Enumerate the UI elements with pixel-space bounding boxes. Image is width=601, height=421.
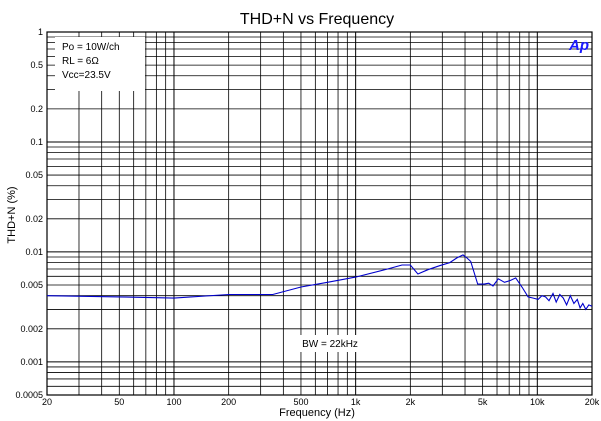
x-tick-label: 10k: [530, 397, 545, 407]
x-tick-label: 50: [114, 397, 124, 407]
data-point: [417, 273, 418, 274]
data-point: [498, 278, 499, 279]
data-point: [46, 295, 47, 296]
data-point: [410, 264, 411, 265]
chart-title: THD+N vs Frequency: [240, 11, 394, 28]
data-point: [504, 282, 505, 283]
x-tick-label: 2k: [406, 397, 416, 407]
y-tick-label: 0.05: [25, 170, 43, 180]
data-point: [477, 283, 478, 284]
data-point: [327, 282, 328, 283]
data-point: [573, 303, 574, 304]
data-point: [439, 265, 440, 266]
condition-supply: Vcc=23.5V: [62, 70, 111, 81]
y-tick-labels: 1 0.5 0.2 0.1 0.05 0.02 0.01 0.005 0.002 0.001 0.0…: [15, 27, 43, 400]
y-tick-label: 0.01: [25, 247, 43, 257]
data-point: [522, 287, 523, 288]
data-point: [387, 268, 388, 269]
y-tick-label: 0.001: [20, 357, 43, 367]
data-point: [470, 261, 471, 262]
y-tick-label: 0.5: [30, 60, 43, 70]
conditions-box: [55, 37, 145, 91]
data-point: [541, 295, 542, 296]
data-point: [510, 280, 511, 281]
bandwidth-box: [290, 335, 370, 352]
data-point: [401, 264, 402, 265]
y-tick-label: 0.1: [30, 137, 43, 147]
data-point: [515, 277, 516, 278]
data-point: [488, 283, 489, 284]
y-tick-label: 0.0005: [15, 390, 43, 400]
data-point: [484, 283, 485, 284]
ap-logo: Ap: [568, 37, 589, 54]
data-point: [228, 294, 229, 295]
data-point: [466, 257, 467, 258]
x-tick-label: 100: [166, 397, 181, 407]
data-point: [533, 298, 534, 299]
data-point: [456, 257, 457, 258]
data-point: [537, 299, 538, 300]
data-point: [552, 293, 553, 294]
data-point: [582, 303, 583, 304]
plot-frame: [46, 31, 593, 396]
data-point: [300, 286, 301, 287]
x-tick-label: 20: [42, 397, 52, 407]
x-tick-label: 5k: [478, 397, 488, 407]
data-point: [355, 277, 356, 278]
data-point: [492, 285, 493, 286]
data-point: [173, 298, 174, 299]
data-point: [566, 304, 567, 305]
bandwidth-note: BW = 22kHz: [290, 335, 370, 352]
x-axis-title: Frequency (Hz): [279, 407, 355, 419]
data-point: [580, 307, 581, 308]
data-point: [591, 306, 592, 307]
data-point: [528, 296, 529, 297]
data-point: [427, 269, 428, 270]
bandwidth-label: BW = 22kHz: [302, 339, 358, 350]
x-tick-labels: 20 50 100 200 500 1k 2k 5k 10k 20k: [42, 397, 600, 407]
thd-n-series-line: [46, 254, 593, 311]
x-tick-label: 500: [293, 397, 308, 407]
data-point: [272, 294, 273, 295]
data-point: [585, 309, 586, 310]
y-axis-title: THD+N (%): [6, 186, 18, 243]
data-point: [559, 294, 560, 295]
x-tick-label: 1k: [351, 397, 361, 407]
data-point: [563, 298, 564, 299]
y-tick-label: 0.005: [20, 280, 43, 290]
y-tick-label: 1: [38, 27, 43, 37]
data-point: [545, 296, 546, 297]
data-point: [588, 304, 589, 305]
data-point: [556, 301, 557, 302]
y-tick-label: 0.002: [20, 324, 43, 334]
conditions-legend: Po = 10W/ch RL = 6Ω Vcc=23.5V: [55, 37, 145, 91]
y-tick-label: 0.02: [25, 214, 43, 224]
data-point: [462, 254, 463, 255]
data-point: [577, 299, 578, 300]
condition-power: Po = 10W/ch: [62, 42, 120, 53]
data-point: [449, 262, 450, 263]
data-point: [548, 300, 549, 301]
x-tick-label: 20k: [585, 397, 600, 407]
x-tick-label: 200: [221, 397, 236, 407]
data-point: [570, 295, 571, 296]
y-tick-label: 0.2: [30, 104, 43, 114]
data-point: [119, 296, 120, 297]
condition-load: RL = 6Ω: [62, 56, 99, 67]
